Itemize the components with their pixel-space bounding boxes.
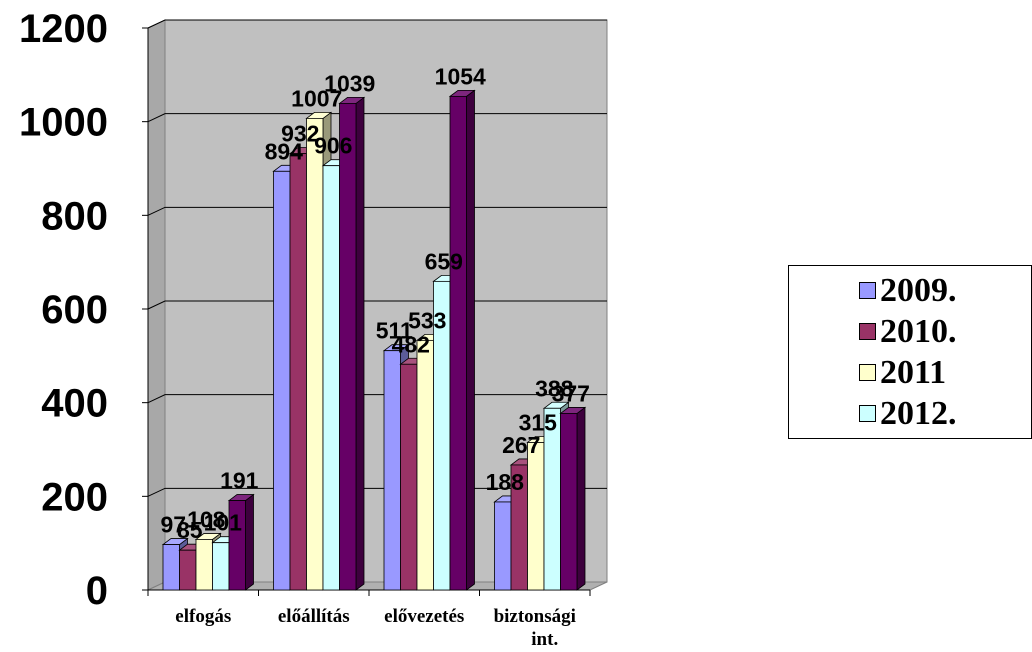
bar-front	[339, 103, 357, 591]
bar-side	[466, 89, 475, 591]
bar	[338, 96, 366, 591]
x-tick-label: int.	[531, 629, 558, 650]
data-label: 388	[535, 375, 574, 401]
legend-label: 2009.	[880, 271, 957, 309]
data-label: 188	[486, 469, 525, 495]
bar-front	[560, 413, 578, 591]
bar-front	[543, 407, 561, 591]
bar-front	[179, 549, 197, 591]
bar	[448, 89, 476, 591]
legend-item: 2012.	[859, 393, 1031, 434]
bar-front	[416, 339, 434, 591]
bar	[227, 493, 255, 591]
y-tick-label: 400	[41, 382, 108, 426]
bar-front	[306, 117, 324, 591]
legend-swatch	[859, 405, 876, 422]
data-label: 1054	[435, 63, 486, 89]
y-tick-label: 800	[41, 194, 108, 238]
x-tick-label: elfogás	[175, 606, 231, 627]
x-tick-label: előállítás	[278, 606, 350, 627]
gridline	[147, 19, 607, 29]
y-tick-label: 1000	[19, 101, 108, 145]
bar-front	[449, 95, 467, 591]
legend-swatch	[859, 364, 876, 381]
bar-front	[212, 542, 230, 591]
legend-item: 2010.	[859, 311, 1031, 352]
bar-side	[576, 406, 586, 591]
bar-side	[245, 493, 254, 591]
data-label: 533	[408, 307, 446, 333]
data-label: 191	[220, 468, 259, 494]
data-label: 659	[425, 248, 463, 274]
bar-side	[355, 96, 365, 591]
data-label: 97	[160, 512, 186, 538]
bar-front	[383, 350, 401, 591]
bar-front	[228, 500, 246, 591]
y-tick-label: 1200	[19, 7, 108, 51]
y-tick-label: 600	[41, 288, 108, 332]
data-label: 85	[177, 517, 203, 543]
data-label: 482	[392, 331, 430, 357]
legend-swatch	[859, 323, 876, 340]
legend-swatch	[859, 282, 876, 299]
axes: 0 200 400 600 800 1000 1200 elfogás előállítás el…	[19, 7, 591, 650]
data-label: 894	[265, 138, 304, 164]
data-label: 1007	[291, 85, 342, 111]
legend-label: 2011	[880, 353, 947, 391]
data-label: 108	[187, 506, 226, 532]
bars	[161, 89, 587, 591]
bar-front	[494, 501, 512, 591]
data-label: 932	[281, 121, 319, 147]
data-label: 377	[552, 380, 590, 406]
x-tick-label: biztonsági	[494, 606, 576, 627]
x-tick-label: elővezetés	[384, 606, 464, 627]
y-tick-label: 200	[41, 475, 108, 519]
bar-front	[195, 539, 213, 591]
data-label: 267	[502, 432, 540, 458]
bar-front	[400, 363, 418, 591]
legend-item: 2011	[859, 352, 1031, 393]
legend: 2009. 2010. 2011 2012.	[788, 265, 1032, 439]
data-label: 1039	[324, 70, 375, 96]
legend-item: 2009.	[859, 270, 1031, 311]
data-label: 315	[519, 409, 558, 435]
legend-label: 2010.	[880, 312, 957, 350]
bar-front	[289, 153, 307, 591]
data-label: 101	[204, 510, 243, 536]
data-label: 511	[376, 318, 413, 344]
bar-front	[322, 165, 340, 591]
bar-front	[273, 170, 291, 591]
y-tick-label: 0	[86, 569, 108, 613]
legend-label: 2012.	[880, 394, 957, 432]
bar	[559, 406, 587, 591]
bar-front	[162, 544, 180, 591]
data-label: 906	[314, 133, 352, 159]
bar-front	[527, 442, 545, 591]
